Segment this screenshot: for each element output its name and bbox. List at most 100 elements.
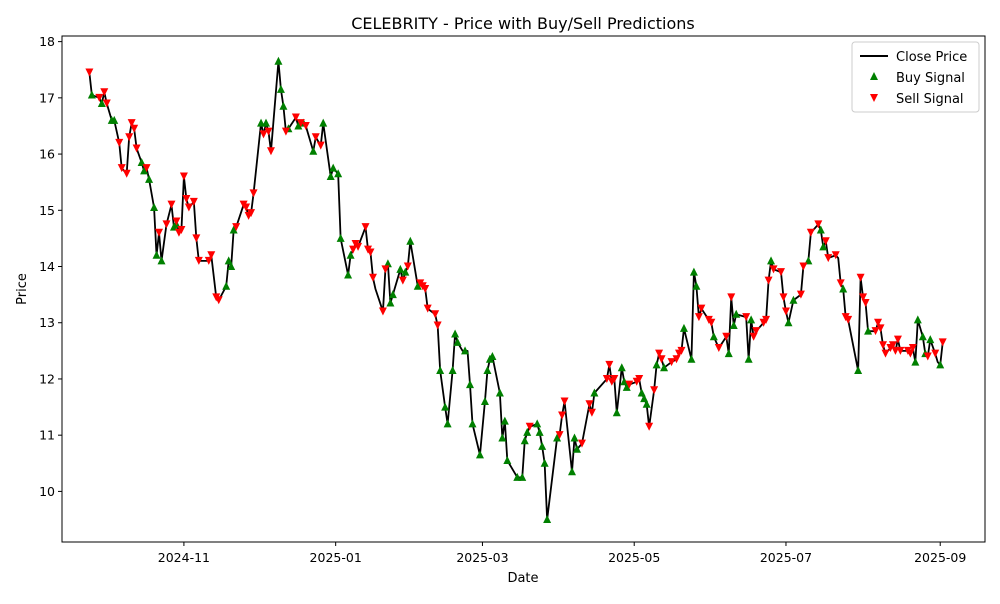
sell-signal-marker: [207, 251, 216, 260]
sell-signal-marker: [831, 251, 840, 260]
sell-signal-marker: [908, 344, 917, 353]
sell-signal-marker: [781, 307, 790, 316]
sell-signal-marker: [301, 121, 310, 130]
sell-signal-marker: [421, 285, 430, 293]
sell-signal-marker: [349, 245, 358, 254]
sell-signal-marker: [247, 209, 256, 218]
buy-signal-marker: [640, 394, 649, 403]
sell-signal-marker: [821, 237, 830, 246]
buy-signal-marker: [732, 309, 741, 318]
buy-signal-marker: [553, 433, 562, 442]
buy-signal-marker: [637, 388, 646, 397]
sell-signal-marker: [232, 223, 241, 232]
x-tick-label: 2025-07: [760, 550, 812, 565]
buy-signal-marker: [276, 84, 285, 93]
sell-signal-marker: [762, 315, 771, 324]
sell-signal-marker: [354, 242, 363, 251]
sell-signal-marker: [769, 265, 778, 274]
buy-signal-marker: [612, 408, 621, 417]
sell-signal-marker: [142, 164, 151, 173]
sell-signal-marker: [602, 374, 611, 383]
sell-signal-marker: [132, 144, 141, 153]
sell-signal-marker: [115, 138, 124, 147]
sell-signal-marker: [931, 349, 940, 358]
buy-signal-marker: [543, 515, 552, 524]
buy-signal-marker: [679, 323, 688, 332]
sell-signal-marker: [366, 248, 375, 257]
buy-signal-marker: [227, 262, 236, 271]
y-tick-label: 13: [39, 315, 55, 330]
buy-signal-marker: [500, 416, 509, 425]
sell-signal-marker: [707, 318, 716, 327]
buy-signal-marker: [386, 298, 395, 307]
buy-signal-marker: [448, 366, 457, 375]
sell-signal-marker: [645, 422, 654, 431]
sell-signal-marker: [242, 203, 251, 212]
buy-signal-marker: [441, 402, 450, 411]
buy-signal-marker: [451, 329, 460, 338]
buy-signal-marker: [913, 315, 922, 324]
buy-signal-marker: [110, 115, 119, 124]
sell-signal-marker: [316, 141, 325, 150]
buy-signal-marker: [319, 118, 328, 127]
buy-signal-marker: [294, 121, 303, 130]
buy-signal-marker: [744, 354, 753, 363]
x-tick-label: 2025-09: [914, 550, 966, 565]
sell-signal-marker: [177, 225, 186, 234]
sell-signal-marker: [291, 113, 300, 122]
buy-signal-marker: [468, 419, 477, 428]
y-tick-label: 16: [39, 147, 55, 162]
sell-signal-marker: [906, 349, 915, 358]
sell-signal-marker: [874, 318, 883, 327]
buy-signal-marker: [443, 419, 452, 428]
sell-signal-marker: [650, 386, 659, 395]
sell-signal-marker: [179, 172, 188, 181]
sell-signal-marker: [423, 304, 432, 313]
sell-signal-marker: [558, 411, 567, 420]
sell-signal-marker: [127, 119, 136, 128]
buy-signal-marker: [229, 225, 238, 234]
buy-signal-marker: [936, 360, 945, 369]
buy-signal-marker: [453, 337, 462, 346]
buy-signal-marker: [326, 172, 335, 181]
sell-signal-marker: [560, 397, 569, 406]
sell-signal-marker: [555, 431, 564, 440]
sell-signal-marker: [100, 88, 109, 97]
y-tick-label: 10: [39, 484, 55, 499]
buy-signal-marker: [274, 56, 283, 65]
legend-buy-marker: [870, 72, 878, 80]
buy-signal-marker: [495, 388, 504, 397]
sell-signal-marker: [672, 355, 681, 364]
buy-signal-marker: [401, 267, 410, 276]
sell-signal-marker: [311, 133, 320, 142]
sell-signal-marker: [722, 332, 731, 341]
x-axis-label: Date: [507, 571, 538, 586]
sell-signal-marker: [431, 310, 440, 319]
legend-buy-signal-label: Buy Signal: [896, 71, 965, 86]
y-tick-label: 17: [39, 90, 55, 105]
y-axis-label: Price: [15, 273, 30, 305]
plot-area: 10 11 12 13 14 15 16 17 18 2024-11 2025-01 2025-03 2…: [39, 34, 966, 565]
buy-signal-marker: [383, 259, 392, 268]
legend: Close Price Buy Signal Sell Signal: [851, 41, 980, 113]
buy-signal-marker: [157, 256, 166, 265]
buy-signal-marker: [336, 233, 345, 242]
buy-signal-marker: [222, 281, 231, 290]
buy-signal-marker: [436, 366, 445, 375]
buy-signal-marker: [784, 318, 793, 327]
sell-signal-marker: [893, 335, 902, 344]
sell-signal-marker: [264, 127, 273, 136]
y-tick-label: 14: [39, 259, 55, 274]
buy-signal-marker: [224, 256, 233, 265]
y-tick-label: 18: [39, 34, 55, 49]
buy-signal-marker: [687, 354, 696, 363]
sell-signal-marker: [398, 276, 407, 285]
sell-signal-marker: [799, 262, 808, 271]
buy-signal-marker: [461, 346, 470, 355]
sell-signal-marker: [667, 358, 676, 367]
legend-box: [851, 41, 980, 113]
sell-signal-marker: [896, 346, 905, 355]
buy-signal-marker: [709, 332, 718, 341]
buy-signal-marker: [344, 270, 353, 279]
sell-signal-marker: [861, 299, 870, 308]
